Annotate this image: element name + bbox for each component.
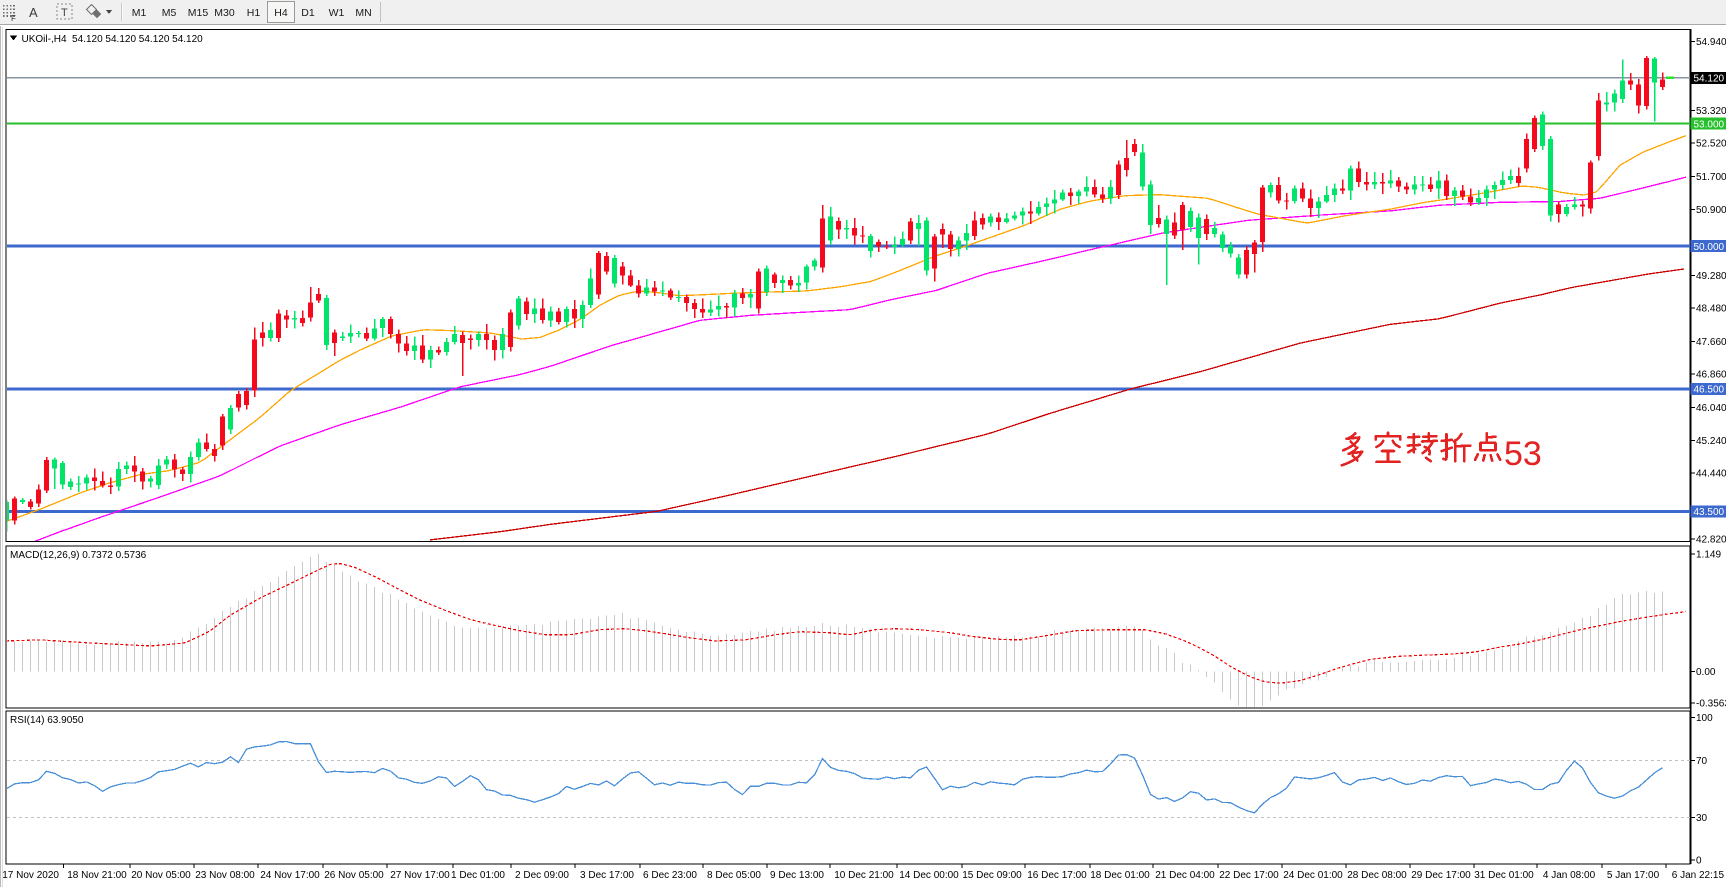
svg-text:48.480: 48.480 [1696,304,1726,315]
svg-text:6 Jan 22:15: 6 Jan 22:15 [1672,870,1725,881]
svg-text:27 Nov 17:00: 27 Nov 17:00 [390,870,450,881]
svg-text:22 Dec 17:00: 22 Dec 17:00 [1219,870,1279,881]
svg-text:6 Dec 23:00: 6 Dec 23:00 [643,870,697,881]
svg-text:T: T [61,7,68,19]
svg-text:17 Nov 2020: 17 Nov 2020 [2,870,59,881]
svg-text:F: F [11,14,16,23]
svg-text:5 Jan 17:00: 5 Jan 17:00 [1607,870,1660,881]
svg-text:1.149: 1.149 [1696,550,1721,561]
svg-text:8 Dec 05:00: 8 Dec 05:00 [707,870,761,881]
svg-text:0.00: 0.00 [1696,667,1716,678]
svg-text:31 Dec 01:00: 31 Dec 01:00 [1474,870,1534,881]
svg-text:24 Dec 01:00: 24 Dec 01:00 [1283,870,1343,881]
svg-text:30: 30 [1696,813,1708,824]
svg-text:53.320: 53.320 [1696,106,1726,117]
svg-text:16 Dec 17:00: 16 Dec 17:00 [1027,870,1087,881]
svg-text:14 Dec 00:00: 14 Dec 00:00 [899,870,959,881]
svg-text:MACD(12,26,9) 0.7372 0.5736: MACD(12,26,9) 0.7372 0.5736 [10,550,147,561]
svg-text:23 Nov 08:00: 23 Nov 08:00 [195,870,255,881]
svg-text:70: 70 [1696,756,1708,767]
svg-text:18 Nov 21:00: 18 Nov 21:00 [67,870,127,881]
svg-text:44.440: 44.440 [1696,469,1726,480]
svg-text:53: 53 [1504,435,1542,473]
svg-text:UKOil-,H4 54.120 54.120 54.12: UKOil-,H4 54.120 54.120 54.120 54.120 [22,34,204,45]
svg-text:54.120: 54.120 [1694,74,1725,85]
svg-text:47.660: 47.660 [1696,337,1726,348]
svg-text:W1: W1 [329,7,345,19]
svg-text:46.860: 46.860 [1696,370,1726,381]
svg-text:43.500: 43.500 [1694,507,1725,518]
svg-text:M15: M15 [188,7,209,19]
svg-text:52.520: 52.520 [1696,139,1726,150]
svg-text:49.280: 49.280 [1696,271,1726,282]
svg-text:53.000: 53.000 [1694,119,1725,130]
svg-text:M30: M30 [214,7,235,19]
svg-text:10 Dec 21:00: 10 Dec 21:00 [834,870,894,881]
svg-text:18 Dec 01:00: 18 Dec 01:00 [1090,870,1150,881]
svg-text:46.040: 46.040 [1696,403,1726,414]
svg-text:100: 100 [1696,713,1713,724]
svg-text:-0.3563: -0.3563 [1696,699,1726,710]
svg-text:H4: H4 [274,7,288,19]
svg-text:H1: H1 [247,7,261,19]
svg-text:28 Dec 08:00: 28 Dec 08:00 [1347,870,1407,881]
svg-text:51.700: 51.700 [1696,172,1726,183]
svg-text:4 Jan 08:00: 4 Jan 08:00 [1543,870,1596,881]
svg-text:RSI(14) 63.9050: RSI(14) 63.9050 [10,715,84,726]
svg-text:24 Nov 17:00: 24 Nov 17:00 [260,870,320,881]
svg-text:21 Dec 04:00: 21 Dec 04:00 [1155,870,1215,881]
svg-text:46.500: 46.500 [1694,385,1725,396]
svg-text:29 Dec 17:00: 29 Dec 17:00 [1411,870,1471,881]
svg-text:20 Nov 05:00: 20 Nov 05:00 [131,870,191,881]
svg-text:9 Dec 13:00: 9 Dec 13:00 [770,870,824,881]
svg-text:26 Nov 05:00: 26 Nov 05:00 [324,870,384,881]
svg-text:0: 0 [1696,856,1702,867]
svg-text:M1: M1 [132,7,147,19]
svg-text:50.900: 50.900 [1696,205,1726,216]
svg-text:50.000: 50.000 [1694,242,1725,253]
svg-text:1 Dec 01:00: 1 Dec 01:00 [451,870,505,881]
svg-text:M5: M5 [162,7,177,19]
svg-text:D1: D1 [301,7,315,19]
svg-text:54.940: 54.940 [1696,37,1726,48]
svg-text:A: A [29,5,38,20]
svg-text:MN: MN [355,7,371,19]
svg-text:45.240: 45.240 [1696,436,1726,447]
svg-text:15 Dec 09:00: 15 Dec 09:00 [962,870,1022,881]
svg-text:42.820: 42.820 [1696,535,1726,546]
svg-text:3 Dec 17:00: 3 Dec 17:00 [580,870,634,881]
svg-text:2 Dec 09:00: 2 Dec 09:00 [515,870,569,881]
